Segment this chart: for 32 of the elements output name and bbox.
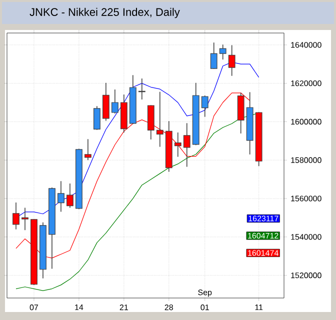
- annotation: 1604712: [248, 232, 278, 239]
- x-tick-label: 21: [120, 304, 128, 310]
- y-tick-label: 1580000: [291, 157, 322, 163]
- candlestick: [58, 180, 64, 212]
- candlestick: [93, 106, 100, 130]
- chart-title: JNKC - Nikkei 225 Index, Daily: [30, 8, 180, 18]
- candlestick: [84, 138, 92, 161]
- annotation: 1601474: [248, 250, 278, 256]
- candlestick: [183, 122, 190, 168]
- candlestick: [201, 95, 208, 118]
- annotation: 1623117: [248, 216, 278, 222]
- candlestick: [228, 44, 236, 76]
- y-tick-label: 1640000: [291, 42, 322, 48]
- candlestick: [210, 42, 218, 70]
- y-tick-label: 1600000: [291, 118, 322, 125]
- x-tick-label: 28: [164, 304, 173, 310]
- x-tick-label: 11: [255, 304, 263, 310]
- x-tick-label: 01: [200, 304, 209, 310]
- candlestick: [111, 89, 118, 114]
- candlestick: [22, 207, 28, 230]
- candlestick: [12, 202, 20, 230]
- candlestick: [102, 82, 110, 122]
- y-tick-label: 1560000: [291, 196, 322, 202]
- y-tick-label: 1620000: [291, 80, 322, 86]
- annotation: Sep: [198, 290, 212, 297]
- x-tick-label: 07: [30, 304, 38, 310]
- candlestick: [219, 44, 226, 60]
- x-tick-label: 14: [75, 304, 84, 310]
- candlestick: [66, 183, 74, 208]
- y-tick-label: 1540000: [291, 234, 322, 240]
- candlestick: [174, 132, 182, 158]
- y-tick-label: 1520000: [291, 272, 322, 278]
